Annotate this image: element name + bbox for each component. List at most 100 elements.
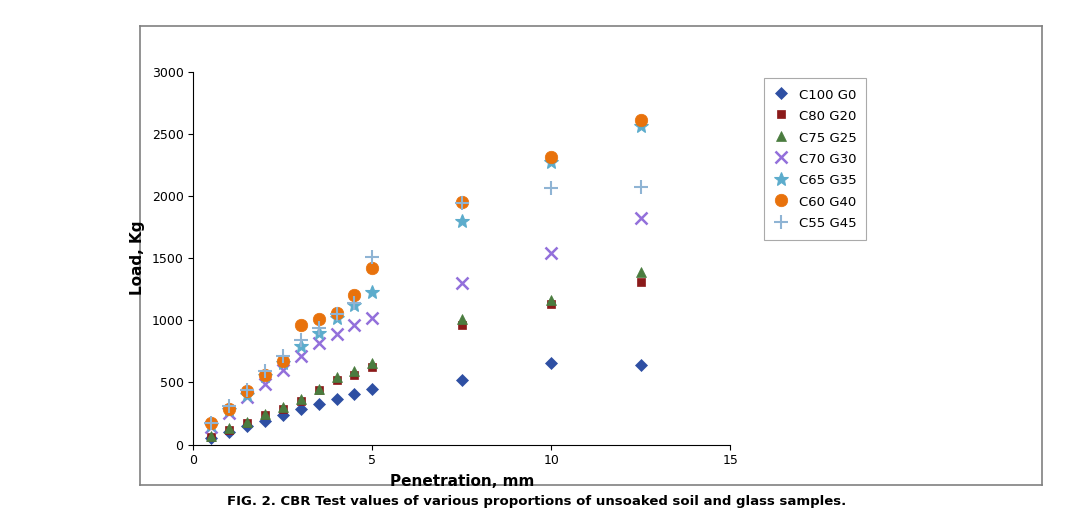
C70 G30	[259, 381, 272, 387]
C100 G0	[294, 405, 307, 411]
C75 G25	[635, 269, 648, 275]
Text: FIG. 2. CBR Test values of various proportions of unsoaked soil and glass sample: FIG. 2. CBR Test values of various propo…	[228, 496, 846, 508]
C70 G30	[205, 424, 218, 430]
C55 G45	[313, 324, 325, 331]
Line: C65 G35: C65 G35	[204, 119, 648, 432]
C80 G20	[635, 278, 648, 285]
C80 G20	[455, 322, 468, 328]
C65 G35	[241, 392, 253, 398]
C55 G45	[294, 337, 307, 343]
C55 G45	[222, 403, 235, 409]
C100 G0	[241, 423, 253, 429]
C65 G35	[330, 315, 343, 321]
C60 G40	[545, 154, 557, 160]
Line: C55 G45: C55 G45	[204, 180, 648, 430]
C60 G40	[313, 316, 325, 322]
C65 G35	[259, 373, 272, 379]
Line: C70 G30: C70 G30	[205, 212, 647, 433]
Line: C80 G20: C80 G20	[207, 277, 645, 442]
C75 G25	[294, 396, 307, 402]
C75 G25	[313, 385, 325, 391]
C100 G0	[635, 362, 648, 368]
C60 G40	[330, 310, 343, 316]
Line: C60 G40: C60 G40	[205, 114, 647, 430]
C75 G25	[222, 425, 235, 431]
C75 G25	[545, 297, 557, 303]
Line: C75 G25: C75 G25	[206, 267, 645, 442]
C100 G0	[545, 359, 557, 365]
C70 G30	[276, 367, 289, 373]
C80 G20	[330, 377, 343, 383]
C55 G45	[330, 311, 343, 317]
C80 G20	[276, 405, 289, 411]
C55 G45	[205, 420, 218, 426]
C100 G0	[259, 418, 272, 424]
C60 G40	[276, 358, 289, 364]
C80 G20	[545, 301, 557, 307]
Line: C100 G0: C100 G0	[207, 358, 645, 443]
C55 G45	[545, 185, 557, 192]
C55 G45	[276, 353, 289, 359]
C55 G45	[259, 368, 272, 374]
C55 G45	[635, 184, 648, 190]
Legend: C100 G0, C80 G20, C75 G25, C70 G30, C65 G35, C60 G40, C55 G45: C100 G0, C80 G20, C75 G25, C70 G30, C65 …	[764, 78, 867, 240]
C60 G40	[635, 117, 648, 123]
C80 G20	[222, 427, 235, 433]
C100 G0	[276, 412, 289, 418]
C65 G35	[222, 407, 235, 413]
C65 G35	[313, 330, 325, 336]
C55 G45	[366, 254, 379, 260]
C65 G35	[635, 123, 648, 129]
C60 G40	[294, 322, 307, 328]
C70 G30	[635, 215, 648, 221]
C70 G30	[545, 250, 557, 256]
C70 G30	[348, 322, 361, 328]
C100 G0	[313, 401, 325, 407]
C80 G20	[241, 420, 253, 426]
C70 G30	[222, 410, 235, 416]
Y-axis label: Load, Kg: Load, Kg	[130, 221, 145, 295]
X-axis label: Penetration, mm: Penetration, mm	[390, 474, 534, 489]
C65 G35	[348, 302, 361, 308]
C70 G30	[294, 353, 307, 359]
C75 G25	[348, 368, 361, 374]
C75 G25	[276, 404, 289, 410]
C55 G45	[241, 387, 253, 393]
C65 G35	[545, 159, 557, 166]
C65 G35	[294, 343, 307, 350]
C60 G40	[205, 421, 218, 427]
C55 G45	[455, 200, 468, 206]
C80 G20	[294, 398, 307, 404]
C70 G30	[313, 339, 325, 345]
C70 G30	[455, 280, 468, 286]
C80 G20	[313, 387, 325, 393]
C75 G25	[205, 433, 218, 439]
C70 G30	[330, 331, 343, 337]
C80 G20	[205, 434, 218, 440]
C75 G25	[455, 316, 468, 322]
C100 G0	[348, 390, 361, 397]
C65 G35	[455, 218, 468, 224]
C60 G40	[222, 405, 235, 411]
C100 G0	[222, 429, 235, 435]
C100 G0	[455, 377, 468, 383]
C70 G30	[366, 315, 379, 321]
C75 G25	[330, 375, 343, 381]
C65 G35	[205, 422, 218, 428]
C65 G35	[276, 359, 289, 365]
C70 G30	[241, 394, 253, 401]
C75 G25	[366, 359, 379, 365]
C60 G40	[259, 372, 272, 378]
C65 G35	[366, 289, 379, 295]
C75 G25	[259, 411, 272, 417]
C100 G0	[366, 385, 379, 391]
C100 G0	[205, 435, 218, 442]
C80 G20	[348, 372, 361, 378]
C60 G40	[366, 265, 379, 271]
C60 G40	[348, 292, 361, 298]
C80 G20	[259, 412, 272, 419]
C55 G45	[348, 300, 361, 306]
C100 G0	[330, 396, 343, 402]
C60 G40	[241, 388, 253, 394]
C75 G25	[241, 419, 253, 425]
